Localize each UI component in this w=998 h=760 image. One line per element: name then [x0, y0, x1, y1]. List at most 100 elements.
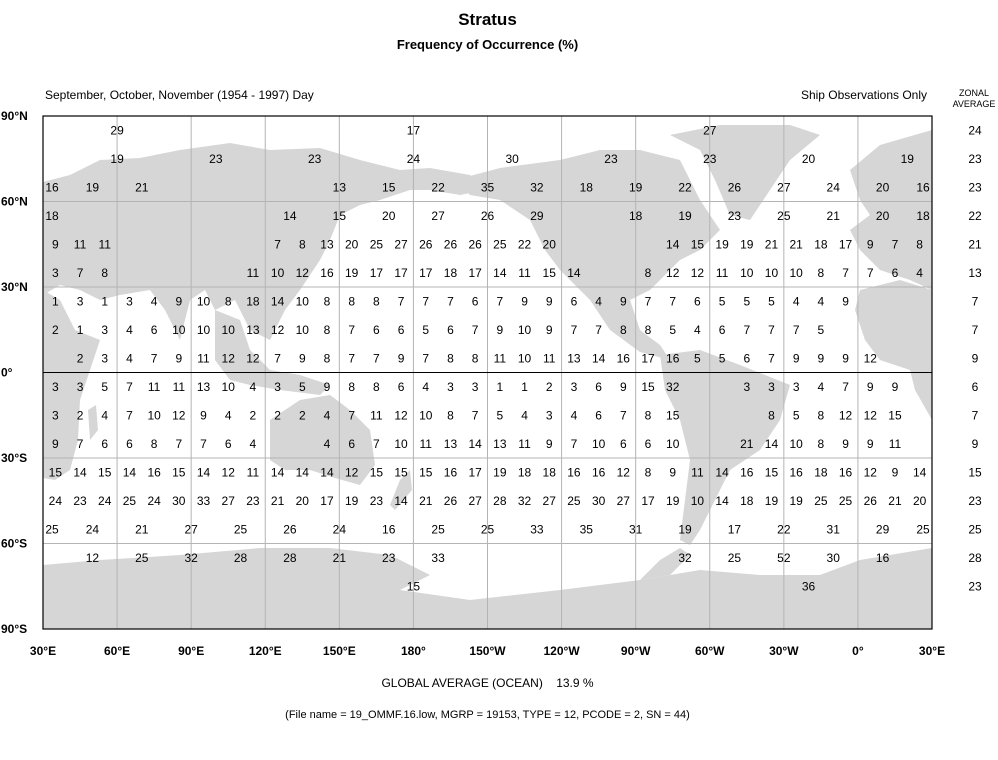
cell-value: 25 [567, 494, 581, 508]
cell-value: 7 [422, 351, 429, 365]
cell-value: 25 [431, 522, 445, 536]
cell-value: 12 [222, 351, 236, 365]
cell-value: 12 [839, 408, 853, 422]
cell-value: 10 [790, 266, 804, 280]
cell-value: 15 [98, 465, 112, 479]
cell-value: 12 [617, 465, 631, 479]
cell-value: 8 [818, 266, 825, 280]
zonal-average-value: 28 [968, 551, 982, 565]
latitude-label: 30°N [1, 280, 28, 294]
cell-value: 12 [864, 465, 878, 479]
cell-value: 7 [571, 323, 578, 337]
cell-value: 25 [777, 209, 791, 223]
cell-value: 23 [382, 551, 396, 565]
chart-title: Stratus [458, 10, 517, 29]
cell-value: 19 [901, 152, 915, 166]
cell-value: 9 [52, 237, 59, 251]
zonal-average-value: 6 [972, 380, 979, 394]
cell-value: 19 [110, 152, 124, 166]
cell-value: 8 [225, 294, 232, 308]
cell-value: 13 [333, 180, 347, 194]
latitude-labels: 90°N 60°N 30°N 0° 30°S 60°S 90°S [1, 109, 28, 636]
cell-value: 6 [398, 380, 405, 394]
cell-value: 10 [147, 408, 161, 422]
cell-value: 19 [493, 465, 507, 479]
cell-value: 4 [250, 380, 257, 394]
zonal-average-value: 13 [968, 266, 982, 280]
cell-value: 10 [518, 351, 532, 365]
longitude-label: 30°E [30, 644, 56, 658]
cell-value: 12 [691, 266, 705, 280]
latitude-label: 90°N [1, 109, 28, 123]
cell-value: 21 [419, 494, 433, 508]
land-greenland [670, 125, 820, 220]
cell-value: 27 [777, 180, 791, 194]
cell-value: 22 [777, 522, 791, 536]
latitude-label: 90°S [1, 622, 27, 636]
land-madagascar [88, 405, 98, 440]
period-label: September, October, November (1954 - 199… [45, 88, 314, 102]
cell-value: 23 [246, 494, 260, 508]
cell-value: 10 [765, 266, 779, 280]
cell-value: 2 [546, 380, 553, 394]
cell-value: 8 [324, 323, 331, 337]
cell-value: 7 [274, 237, 281, 251]
cell-value: 1 [521, 380, 528, 394]
cell-value: 23 [209, 152, 223, 166]
land-north-america [455, 150, 720, 360]
cell-value: 5 [719, 351, 726, 365]
cell-value: 13 [444, 437, 458, 451]
cell-value: 23 [308, 152, 322, 166]
zonal-average-header: ZONAL AVERAGE [950, 88, 998, 110]
cell-value: 11 [74, 237, 87, 251]
cell-value: 30 [592, 494, 606, 508]
cell-value: 15 [641, 380, 655, 394]
cell-value: 14 [271, 465, 285, 479]
source-label: Ship Observations Only [800, 88, 927, 102]
cell-value: 7 [398, 294, 405, 308]
cell-value: 16 [916, 180, 930, 194]
cell-value: 6 [719, 323, 726, 337]
cell-value: 30 [172, 494, 186, 508]
global-average: GLOBAL AVERAGE (OCEAN) 13.9 % [0, 676, 975, 690]
cell-value: 23 [728, 209, 742, 223]
cell-value: 15 [370, 465, 384, 479]
cell-value: 6 [101, 437, 108, 451]
cell-value: 8 [299, 237, 306, 251]
cell-value: 30 [506, 152, 520, 166]
cell-value: 12 [246, 351, 260, 365]
cell-value: 19 [715, 237, 729, 251]
cell-value: 25 [493, 237, 507, 251]
zonal-average-value: 7 [972, 408, 979, 422]
cell-value: 19 [678, 209, 692, 223]
cell-value: 11 [691, 465, 704, 479]
land-antarctic-peninsula [640, 548, 690, 580]
cell-value: 23 [703, 152, 717, 166]
cell-value: 33 [431, 551, 445, 565]
cell-value: 19 [345, 494, 359, 508]
cell-value: 16 [740, 465, 754, 479]
cell-value: 21 [888, 494, 902, 508]
cell-value: 9 [842, 294, 849, 308]
cell-value: 15 [333, 209, 347, 223]
cell-value: 26 [728, 180, 742, 194]
cell-value: 19 [629, 180, 643, 194]
cell-value: 3 [472, 380, 479, 394]
cell-value: 16 [45, 180, 59, 194]
cell-value: 6 [126, 437, 133, 451]
cell-value: 12 [222, 465, 236, 479]
cell-value: 11 [716, 266, 729, 280]
cell-value: 25 [814, 494, 828, 508]
cell-value: 21 [740, 437, 754, 451]
cell-value: 8 [151, 437, 158, 451]
cell-value: 3 [447, 380, 454, 394]
cell-value: 7 [892, 237, 899, 251]
cell-value: 20 [802, 152, 816, 166]
longitude-label: 90°E [178, 644, 204, 658]
cell-value: 11 [148, 380, 161, 394]
cell-value: 6 [743, 351, 750, 365]
cell-value: 18 [814, 237, 828, 251]
cell-value: 20 [543, 237, 557, 251]
land-africa-east [43, 290, 100, 480]
land-africa-west [855, 280, 932, 420]
